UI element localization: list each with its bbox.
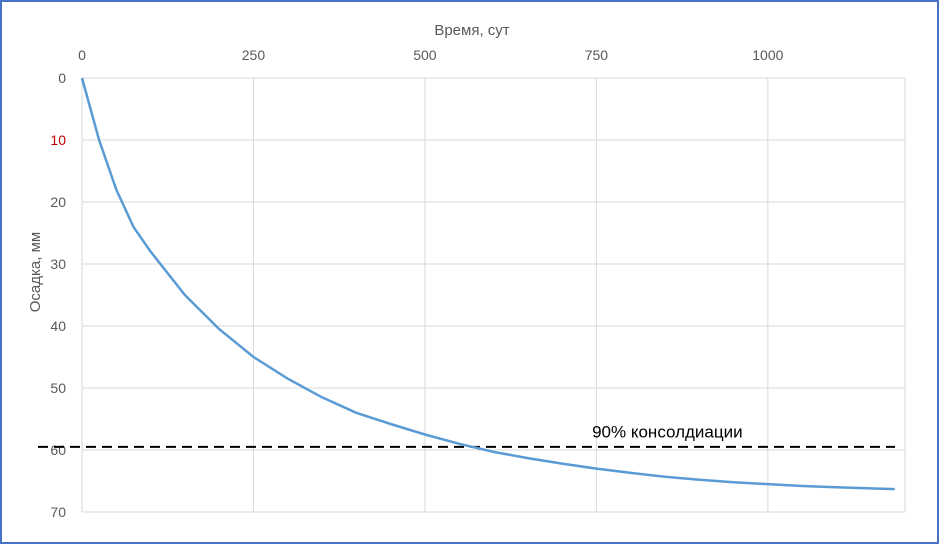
y-tick-label: 50 <box>50 380 66 396</box>
x-tick-label: 0 <box>78 47 86 63</box>
y-tick-label: 0 <box>58 70 66 86</box>
horizontal-gridlines <box>82 77 905 513</box>
y-tick-label: 70 <box>50 504 66 520</box>
y-tick-label: 40 <box>50 318 66 334</box>
vertical-gridlines <box>81 78 906 512</box>
x-tick-label: 250 <box>242 47 266 63</box>
settlement-curve <box>80 77 895 491</box>
y-tick-label: 10 <box>50 132 66 148</box>
x-axis-title: Время, сут <box>434 22 509 39</box>
y-axis-title: Осадка, мм <box>27 232 44 312</box>
y-tick-label: 60 <box>50 442 66 458</box>
x-tick-label: 750 <box>585 47 609 63</box>
consolidation-annotation: 90% консолдиации <box>592 422 743 441</box>
y-tick-label: 20 <box>50 194 66 210</box>
x-tick-label: 500 <box>413 47 437 63</box>
y-tick-label: 30 <box>50 256 66 272</box>
y-axis-tick-labels: 0 10 20 30 40 50 60 70 <box>50 70 66 520</box>
x-tick-label: 1000 <box>752 47 783 63</box>
x-axis-tick-labels: 0 250 500 750 1000 <box>78 47 784 63</box>
